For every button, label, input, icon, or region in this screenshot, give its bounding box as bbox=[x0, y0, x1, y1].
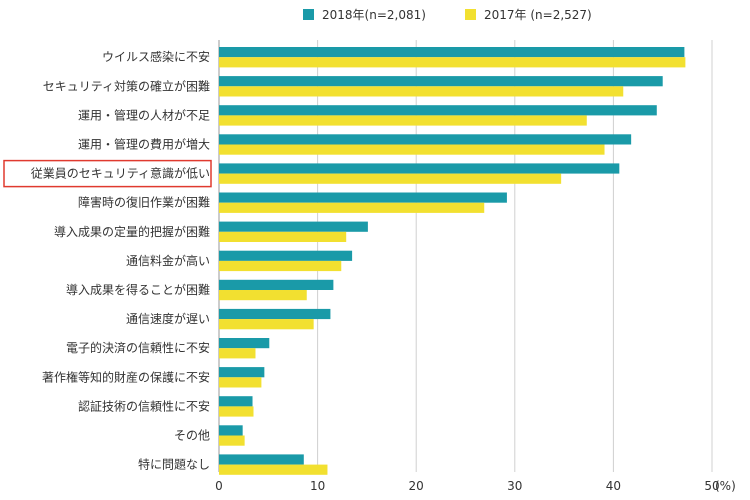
category-label-6: 導入成果の定量的把握が困難 bbox=[54, 224, 210, 239]
bar-2018-10 bbox=[219, 338, 270, 349]
category-label-4: 従業員のセキュリティ意識が低い bbox=[31, 166, 210, 181]
bar-2017-7 bbox=[219, 260, 342, 272]
category-label-7: 通信料金が高い bbox=[126, 253, 210, 268]
bar-2018-9 bbox=[219, 308, 331, 320]
bar-2018-8 bbox=[219, 279, 334, 290]
bar-2017-9 bbox=[219, 319, 314, 330]
category-labels: ウイルス感染に不安セキュリティ対策の確立が困難運用・管理の人材が不足運用・管理の… bbox=[3, 49, 212, 472]
legend-swatch-1 bbox=[465, 9, 476, 20]
category-label-2: 運用・管理の人材が不足 bbox=[78, 107, 210, 122]
bar-2018-12 bbox=[219, 396, 253, 407]
x-tick-label-50: 50 bbox=[704, 479, 719, 493]
bar-2018-2 bbox=[219, 105, 657, 116]
x-tick-label-40: 40 bbox=[606, 479, 621, 493]
legend-label-1: 2017年 (n=2,527) bbox=[484, 8, 592, 22]
highlight-box bbox=[3, 159, 212, 188]
category-label-5: 障害時の復旧作業が困難 bbox=[78, 195, 210, 210]
bar-2017-0 bbox=[219, 57, 686, 68]
category-label-14: 特に問題なし bbox=[138, 457, 210, 472]
category-label-12: 認証技術の信頼性に不安 bbox=[78, 398, 210, 413]
legend: 2018年(n=2,081) 2017年 (n=2,527) bbox=[303, 8, 592, 22]
x-tick-label-0: 0 bbox=[215, 479, 223, 493]
category-label-3: 運用・管理の費用が増大 bbox=[78, 137, 210, 152]
category-label-8: 導入成果を得ることが困難 bbox=[66, 282, 210, 297]
bar-2017-11 bbox=[219, 377, 262, 388]
bar-2018-7 bbox=[219, 250, 353, 261]
x-tick-label-10: 10 bbox=[310, 479, 325, 493]
bar-2017-3 bbox=[219, 144, 605, 155]
bar-2017-4 bbox=[219, 173, 562, 184]
category-label-10: 電子的決済の信頼性に不安 bbox=[66, 340, 210, 355]
bar-2018-11 bbox=[219, 367, 265, 378]
x-axis-unit: (%) bbox=[715, 479, 736, 493]
bars-layer bbox=[219, 47, 686, 475]
bar-2018-5 bbox=[219, 192, 507, 203]
bar-2017-5 bbox=[219, 202, 485, 213]
bar-2018-0 bbox=[219, 47, 685, 58]
bar-2018-6 bbox=[219, 221, 368, 232]
bar-2017-10 bbox=[219, 348, 256, 359]
category-label-1: セキュリティ対策の確立が困難 bbox=[43, 78, 210, 93]
legend-swatch-0 bbox=[303, 9, 314, 20]
bar-2018-1 bbox=[219, 76, 663, 87]
category-label-9: 通信速度が遅い bbox=[126, 311, 210, 326]
bar-2017-13 bbox=[219, 435, 245, 446]
category-label-0: ウイルス感染に不安 bbox=[102, 49, 210, 64]
x-axis-ticks: 0 10 20 30 40 50(%) bbox=[215, 479, 736, 493]
bar-2017-6 bbox=[219, 231, 347, 242]
x-tick-label-20: 20 bbox=[409, 479, 424, 493]
category-label-11: 著作権等知的財産の保護に不安 bbox=[42, 369, 210, 384]
bar-2017-1 bbox=[219, 86, 624, 97]
bar-2018-13 bbox=[219, 425, 243, 436]
bar-2018-3 bbox=[219, 134, 632, 145]
category-label-13: その他 bbox=[174, 429, 210, 443]
bar-2017-12 bbox=[219, 406, 254, 417]
legend-label-0: 2018年(n=2,081) bbox=[322, 8, 426, 22]
bar-2017-2 bbox=[219, 115, 587, 126]
bar-2018-14 bbox=[219, 454, 304, 465]
bar-2017-14 bbox=[219, 464, 328, 475]
bar-2017-8 bbox=[219, 290, 307, 301]
bar-2018-4 bbox=[219, 163, 620, 174]
x-tick-label-30: 30 bbox=[507, 479, 522, 493]
